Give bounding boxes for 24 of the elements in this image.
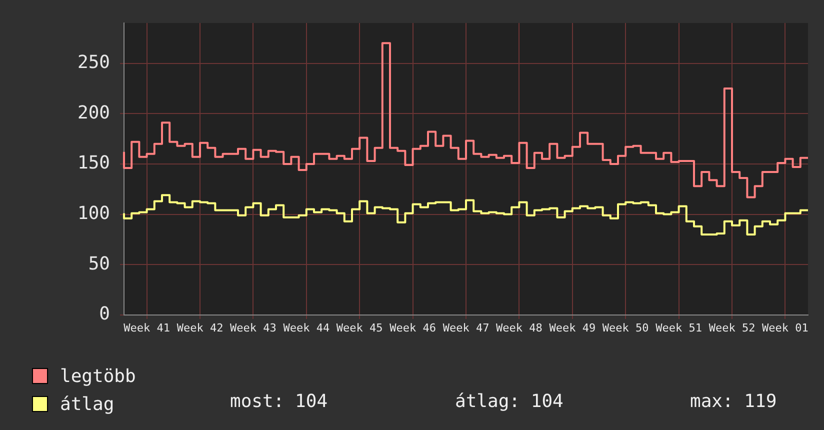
x-tick-label: Week 41 [124,321,170,334]
x-tick-label: Week 44 [283,321,330,334]
x-tick-label: Week 51 [656,321,702,334]
x-tick-label: Week 01 [762,321,808,334]
y-tick-label: 0 [99,304,110,325]
x-tick-label: Week 52 [708,321,756,334]
y-tick-label: 250 [77,52,110,73]
x-tick-label: Week 47 [442,321,490,334]
x-tick-label: Week 45 [336,321,383,334]
y-tick-label: 100 [77,202,110,224]
y-tick-label: 150 [77,152,110,174]
x-tick-label: Week 49 [549,321,596,334]
y-tick-label: 200 [77,102,110,124]
text: átlag: 104 [455,391,564,412]
x-tick-label: Week 46 [390,321,436,334]
x-tick-label: Week 43 [230,321,276,334]
legend-label: átlag [60,394,114,414]
text: max: 119 [690,391,777,412]
x-tick-label: Week 50 [602,321,649,334]
text: most: 104 [230,391,328,412]
legend-label: legtöbb [60,366,136,386]
x-tick-label: Week 42 [176,321,224,334]
x-tick-label: Week 48 [496,321,542,334]
y-tick-label: 50 [88,253,110,274]
